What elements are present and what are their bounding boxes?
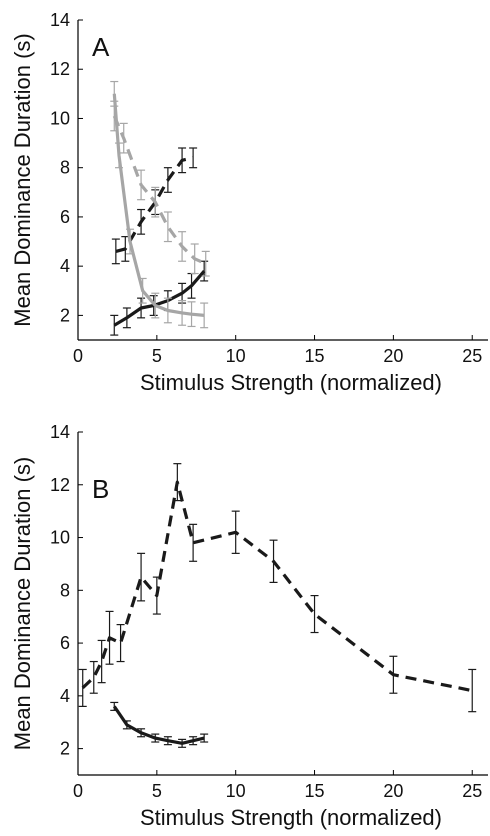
error-bar xyxy=(200,733,209,743)
series-line-dark-dashed xyxy=(81,480,473,693)
y-tick-label: 14 xyxy=(50,10,70,30)
error-bar xyxy=(110,701,119,711)
x-tick-label: 20 xyxy=(383,346,403,366)
error-bar xyxy=(310,594,319,634)
error-bar xyxy=(116,624,125,663)
y-tick-label: 6 xyxy=(60,207,70,227)
error-bar xyxy=(178,300,187,326)
error-bar xyxy=(126,228,135,255)
error-bar xyxy=(137,169,146,201)
error-bar xyxy=(110,314,119,336)
error-bar xyxy=(201,250,210,277)
error-bar xyxy=(163,211,172,243)
x-tick-label: 15 xyxy=(305,781,325,801)
error-bar xyxy=(119,122,128,154)
series-line-gray-solid xyxy=(112,93,205,317)
x-tick-label: 25 xyxy=(462,781,482,801)
error-bar xyxy=(189,523,198,562)
y-tick-label: 12 xyxy=(50,475,70,495)
error-bar xyxy=(468,668,477,713)
x-tick-label: 20 xyxy=(383,781,403,801)
error-bar xyxy=(78,668,87,708)
x-tick-label: 5 xyxy=(152,346,162,366)
error-bar xyxy=(189,736,198,746)
error-bar xyxy=(163,297,172,324)
y-tick-label: 12 xyxy=(50,59,70,79)
y-tick-label: 2 xyxy=(60,305,70,325)
x-tick-label: 10 xyxy=(226,781,246,801)
y-tick-label: 10 xyxy=(50,108,70,128)
series-line-gray-dashed xyxy=(112,115,207,266)
error-bar xyxy=(137,297,146,319)
y-axis-label: Mean Dominance Duration (s) xyxy=(10,33,35,326)
error-bar xyxy=(178,147,187,174)
error-bar xyxy=(137,208,146,235)
error-bar xyxy=(137,728,146,738)
error-bar xyxy=(151,733,160,743)
error-bar xyxy=(173,463,182,502)
x-tick-label: 0 xyxy=(73,781,83,801)
error-bar xyxy=(269,539,278,583)
x-tick-label: 0 xyxy=(73,346,83,366)
x-tick-label: 15 xyxy=(305,346,325,366)
x-tick-label: 25 xyxy=(462,346,482,366)
error-bar xyxy=(200,302,209,329)
error-bar xyxy=(110,100,119,132)
error-bar xyxy=(178,738,187,748)
error-bar xyxy=(89,660,98,694)
series-line-dark-solid xyxy=(113,270,206,327)
y-tick-label: 4 xyxy=(60,686,70,706)
y-tick-label: 2 xyxy=(60,739,70,759)
y-tick-label: 4 xyxy=(60,256,70,276)
chart-panel-b: 0 5 10 15 20 25 2 4 6 8 10 12 14 Stimulus Strength (n… xyxy=(10,422,488,830)
error-bar xyxy=(163,736,172,746)
error-bar xyxy=(137,552,146,602)
x-axis-label: Stimulus Strength (normalized) xyxy=(140,370,442,395)
error-bar xyxy=(122,720,131,730)
error-bar xyxy=(389,655,398,694)
error-bar xyxy=(231,510,240,554)
y-tick-label: 8 xyxy=(60,158,70,178)
y-tick-label: 14 xyxy=(50,422,70,442)
error-bar xyxy=(115,142,123,169)
error-bar xyxy=(97,639,106,684)
y-tick-label: 10 xyxy=(50,528,70,548)
series-line-dark-solid xyxy=(112,705,205,745)
chart-panel-a: 0 5 10 15 20 25 2 4 6 8 10 12 14 Stimulus Strength (n… xyxy=(10,10,488,395)
error-bar xyxy=(190,243,199,275)
error-bar xyxy=(138,277,147,304)
error-bar xyxy=(187,272,196,299)
y-tick-label: 6 xyxy=(60,633,70,653)
error-bar xyxy=(111,238,120,265)
panel-label: A xyxy=(92,32,110,62)
x-axis-label: Stimulus Strength (normalized) xyxy=(140,805,442,830)
error-bar xyxy=(105,610,114,665)
panel-label: B xyxy=(92,474,109,504)
error-bar xyxy=(151,292,160,319)
error-bar xyxy=(122,307,131,329)
error-bar xyxy=(187,301,196,328)
error-bar xyxy=(152,576,161,615)
x-tick-label: 5 xyxy=(152,781,162,801)
error-bar xyxy=(189,147,198,169)
y-axis-label: Mean Dominance Duration (s) xyxy=(10,457,35,750)
error-bar xyxy=(200,260,209,282)
error-bar xyxy=(163,167,172,193)
error-bar xyxy=(151,186,160,218)
y-tick-label: 8 xyxy=(60,580,70,600)
error-bar xyxy=(178,231,187,262)
x-tick-label: 10 xyxy=(226,346,246,366)
